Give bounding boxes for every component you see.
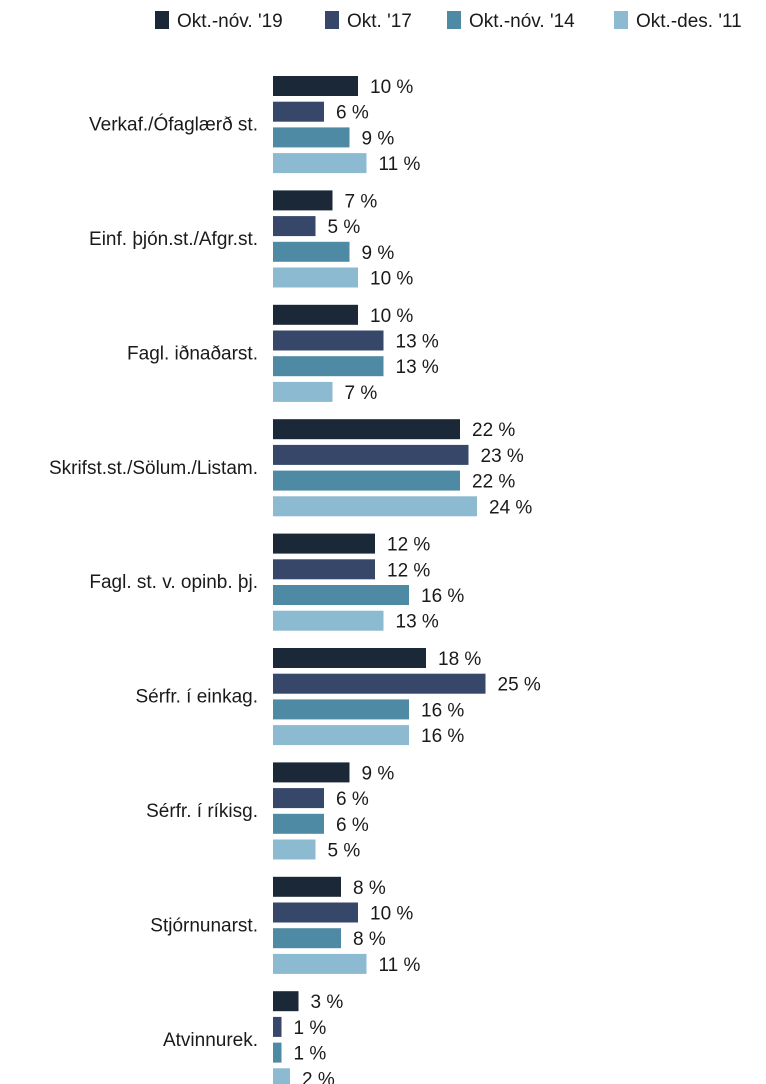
bar-atvinnurek-series-2: [273, 1042, 282, 1063]
bar-verkaf-ofagl-r-st-series-3: [273, 153, 367, 174]
value-label-serfr-i-rikisg-series-0: 9 %: [362, 763, 395, 784]
value-label-serfr-i-einkag-series-3: 16 %: [421, 726, 464, 747]
bar-einf-jon-st-afgr-st-series-3: [273, 267, 358, 288]
legend-swatch-1: [325, 11, 339, 29]
bar-fagl-st-v-opinb-j-series-3: [273, 610, 384, 631]
category-label-fagl-i-na-arst: Fagl. iðnaðarst.: [127, 343, 258, 364]
legend-swatch-3: [614, 11, 628, 29]
bar-serfr-i-rikisg-series-2: [273, 813, 324, 834]
bar-atvinnurek-series-3: [273, 1068, 290, 1084]
value-label-stjornunarst-series-3: 11 %: [379, 955, 421, 976]
bar-skrifst-st-solum-listam-series-2: [273, 470, 460, 491]
bar-verkaf-ofagl-r-st-series-2: [273, 127, 350, 148]
bar-serfr-i-rikisg-series-3: [273, 839, 316, 860]
value-label-fagl-st-v-opinb-j-series-3: 13 %: [396, 612, 439, 633]
bar-stjornunarst-series-1: [273, 902, 358, 923]
value-label-verkaf-ofagl-r-st-series-3: 11 %: [379, 154, 421, 175]
bar-serfr-i-rikisg-series-0: [273, 762, 350, 783]
legend-label-1: Okt. '17: [347, 11, 412, 32]
value-label-atvinnurek-series-1: 1 %: [294, 1018, 327, 1039]
category-label-verkaf-ofagl-r-st: Verkaf./Ófaglærð st.: [89, 114, 258, 136]
value-label-fagl-i-na-arst-series-2: 13 %: [396, 357, 439, 378]
value-label-atvinnurek-series-0: 3 %: [311, 992, 344, 1013]
value-label-einf-jon-st-afgr-st-series-0: 7 %: [345, 191, 378, 212]
bar-serfr-i-einkag-series-0: [273, 648, 426, 668]
legend-label-3: Okt.-des. '11: [636, 11, 742, 32]
value-label-atvinnurek-series-3: 2 %: [302, 1069, 335, 1084]
value-label-serfr-i-einkag-series-0: 18 %: [438, 649, 481, 670]
category-label-atvinnurek: Atvinnurek.: [163, 1030, 258, 1051]
value-label-fagl-i-na-arst-series-1: 13 %: [396, 332, 439, 353]
value-label-skrifst-st-solum-listam-series-0: 22 %: [472, 420, 515, 441]
value-labels: 10 %6 %9 %11 %7 %5 %9 %10 %10 %13 %13 %7…: [294, 77, 541, 1084]
legend-swatch-0: [155, 11, 169, 29]
value-label-skrifst-st-solum-listam-series-1: 23 %: [481, 446, 524, 467]
value-label-serfr-i-einkag-series-2: 16 %: [421, 700, 464, 721]
bar-verkaf-ofagl-r-st-series-0: [273, 76, 358, 96]
category-label-stjornunarst: Stjórnunarst.: [150, 915, 258, 936]
value-label-stjornunarst-series-2: 8 %: [353, 929, 386, 950]
category-labels: Verkaf./Ófaglærð st. Einf. þjón.st./Afgr.…: [49, 114, 258, 1051]
value-label-fagl-st-v-opinb-j-series-0: 12 %: [387, 535, 430, 556]
value-label-serfr-i-einkag-series-1: 25 %: [498, 675, 541, 696]
bar-fagl-i-na-arst-series-0: [273, 304, 358, 325]
value-label-serfr-i-rikisg-series-1: 6 %: [336, 789, 369, 810]
bar-fagl-st-v-opinb-j-series-1: [273, 559, 375, 580]
legend-label-2: Okt.-nóv. '14: [469, 11, 575, 32]
value-label-verkaf-ofagl-r-st-series-2: 9 %: [362, 128, 395, 149]
legend-swatch-2: [447, 11, 461, 29]
category-label-serfr-i-rikisg: Sérfr. í ríkisg.: [146, 801, 258, 822]
bars: [273, 76, 486, 1084]
bar-stjornunarst-series-0: [273, 876, 341, 897]
bar-atvinnurek-series-0: [273, 991, 299, 1012]
value-label-serfr-i-rikisg-series-3: 5 %: [328, 841, 361, 862]
value-label-skrifst-st-solum-listam-series-3: 24 %: [489, 497, 532, 518]
value-label-einf-jon-st-afgr-st-series-1: 5 %: [328, 217, 361, 238]
bar-fagl-i-na-arst-series-2: [273, 356, 384, 377]
category-label-serfr-i-einkag: Sérfr. í einkag.: [135, 687, 258, 708]
value-label-fagl-i-na-arst-series-0: 10 %: [370, 306, 413, 327]
bar-serfr-i-einkag-series-3: [273, 725, 409, 746]
category-label-fagl-st-v-opinb-j: Fagl. st. v. opinb. þj.: [89, 572, 258, 593]
value-label-fagl-i-na-arst-series-3: 7 %: [345, 383, 378, 404]
bar-skrifst-st-solum-listam-series-3: [273, 496, 477, 517]
bar-fagl-st-v-opinb-j-series-0: [273, 533, 375, 554]
value-label-einf-jon-st-afgr-st-series-2: 9 %: [362, 243, 395, 264]
bar-skrifst-st-solum-listam-series-0: [273, 419, 460, 440]
value-label-verkaf-ofagl-r-st-series-0: 10 %: [370, 77, 413, 98]
value-label-atvinnurek-series-2: 1 %: [294, 1044, 327, 1065]
bar-fagl-i-na-arst-series-1: [273, 330, 384, 351]
bar-einf-jon-st-afgr-st-series-1: [273, 216, 316, 237]
bar-skrifst-st-solum-listam-series-1: [273, 444, 469, 465]
bar-stjornunarst-series-2: [273, 928, 341, 949]
value-label-stjornunarst-series-1: 10 %: [370, 904, 413, 925]
bar-fagl-st-v-opinb-j-series-2: [273, 585, 409, 605]
value-label-einf-jon-st-afgr-st-series-3: 10 %: [370, 269, 413, 290]
bar-verkaf-ofagl-r-st-series-1: [273, 101, 324, 122]
bar-fagl-i-na-arst-series-3: [273, 381, 333, 402]
bar-serfr-i-rikisg-series-1: [273, 788, 324, 809]
bar-einf-jon-st-afgr-st-series-0: [273, 190, 333, 211]
value-label-fagl-st-v-opinb-j-series-1: 12 %: [387, 560, 430, 581]
legend-label-0: Okt.-nóv. '19: [177, 11, 283, 32]
bar-einf-jon-st-afgr-st-series-2: [273, 241, 350, 262]
value-label-stjornunarst-series-0: 8 %: [353, 878, 386, 899]
bar-serfr-i-einkag-series-2: [273, 699, 409, 720]
bar-atvinnurek-series-1: [273, 1016, 282, 1037]
bar-serfr-i-einkag-series-1: [273, 673, 486, 694]
category-label-einf-jon-st-afgr-st: Einf. þjón.st./Afgr.st.: [89, 229, 258, 250]
value-label-fagl-st-v-opinb-j-series-2: 16 %: [421, 586, 464, 607]
bar-stjornunarst-series-3: [273, 953, 367, 974]
legend: Okt.-nóv. '19 Okt. '17 Okt.-nóv. '14 Okt.-d…: [155, 11, 742, 32]
value-label-skrifst-st-solum-listam-series-2: 22 %: [472, 472, 515, 493]
category-label-skrifst-st-solum-listam: Skrifst.st./Sölum./Listam.: [49, 458, 258, 479]
value-label-serfr-i-rikisg-series-2: 6 %: [336, 815, 369, 836]
value-label-verkaf-ofagl-r-st-series-1: 6 %: [336, 103, 369, 124]
